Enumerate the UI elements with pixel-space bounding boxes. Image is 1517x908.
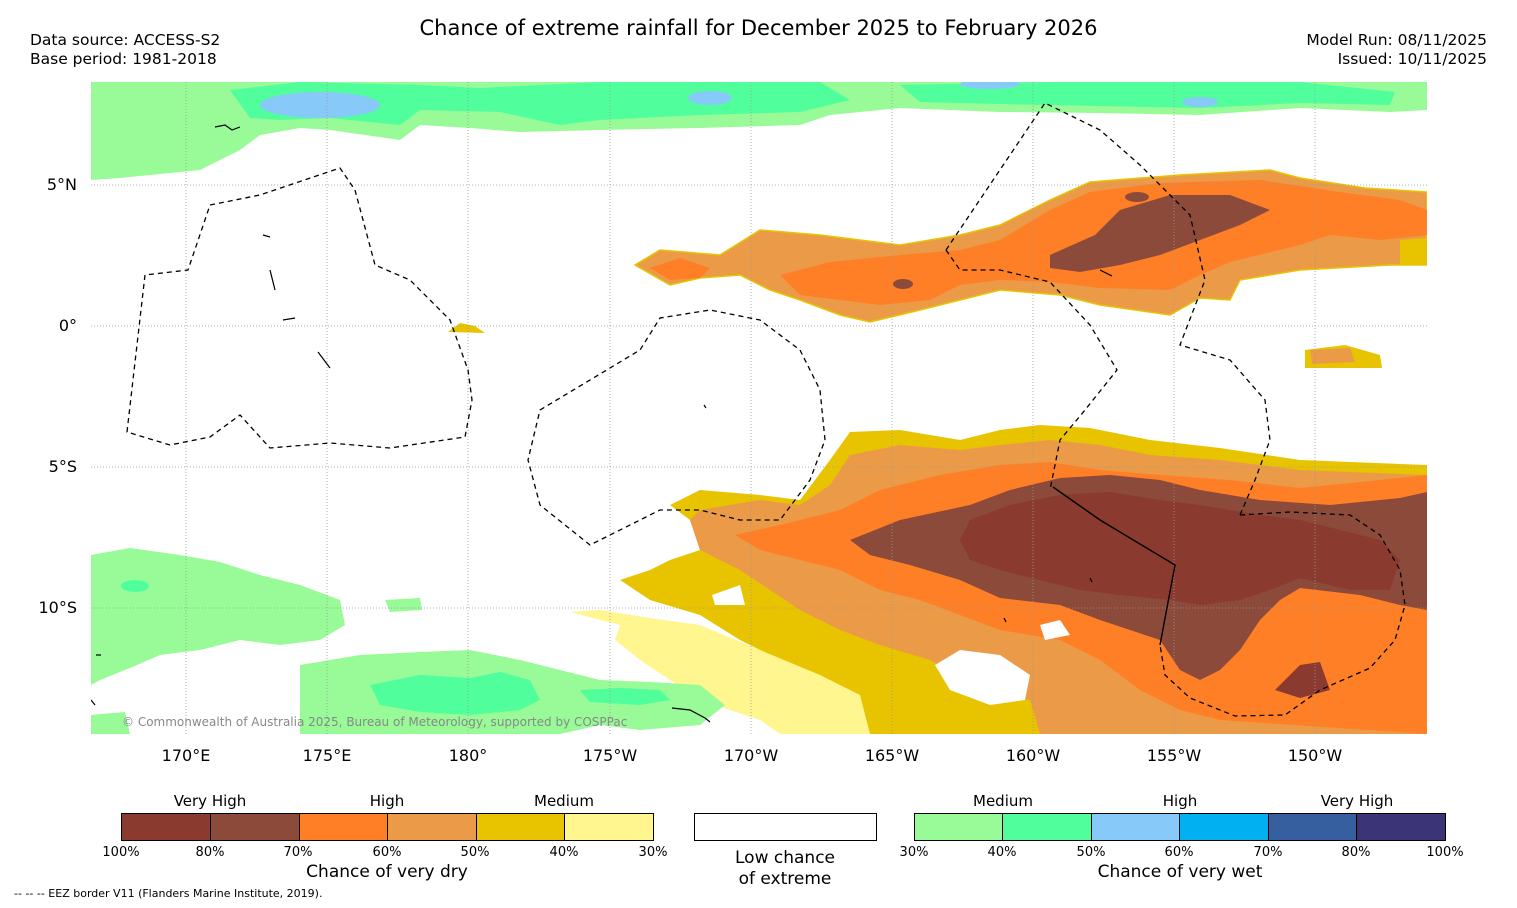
southwest-wet-corner: [91, 712, 130, 734]
lon-label-170e: 170°E: [161, 746, 211, 765]
lon-label-175w: 175°W: [582, 746, 638, 765]
dry-heading-high: High: [369, 792, 405, 810]
south-white-hole-1: [935, 650, 1030, 705]
wet-heading-medium: Medium: [973, 792, 1033, 810]
base-period-text: Base period: 1981-2018: [30, 50, 217, 68]
wet-pct-100: 100%: [1426, 845, 1464, 860]
lat-label-10s: 10°S: [38, 598, 77, 617]
wet-pct-80: 80%: [1341, 845, 1371, 860]
copyright-notice: © Commonwealth of Australia 2025, Bureau…: [122, 715, 628, 729]
southwest-wet-medium-2: [580, 688, 670, 705]
model-run-info: Model Run: 08/11/2025 Issued: 10/11/2025: [1306, 31, 1487, 69]
map-title: Chance of extreme rainfall for December …: [419, 16, 1098, 40]
lon-label-180: 180°: [448, 746, 488, 765]
neutral-swatch: [694, 813, 877, 841]
south-white-hole-3: [712, 585, 745, 605]
eez-kiribati-line: [945, 102, 1271, 516]
wet-legend-caption: Chance of very wet: [1097, 862, 1263, 882]
eez-solid-border: [1052, 486, 1176, 646]
dry-pct-30: 30%: [638, 845, 668, 860]
lon-label-155w: 155°W: [1146, 746, 1202, 765]
eez-kiribati-gilbert: [126, 167, 473, 449]
north-wet-band-medium: [230, 82, 850, 125]
neutral-caption-line2: of extreme: [738, 869, 832, 889]
south-dry-region-extreme: [960, 492, 1400, 605]
lon-label-150w: 150°W: [1287, 746, 1343, 765]
eez-footnote: -- -- -- EEZ border V11 (Flanders Marine…: [14, 887, 323, 900]
lat-label-5n: 5°N: [46, 175, 77, 194]
model-run-text: Model Run: 08/11/2025: [1306, 31, 1487, 49]
wet-heading-very-high: Very High: [1320, 792, 1394, 810]
southwest-wet-spot: [121, 580, 149, 592]
eez-borders: [126, 102, 1406, 717]
dry-heading-very-high: Very High: [173, 792, 247, 810]
wet-pct-70: 70%: [1253, 845, 1283, 860]
east-yellow-edge: [1400, 238, 1427, 265]
islands: [91, 124, 1113, 723]
north-wet-band-medium-east: [900, 82, 1395, 108]
wet-pct-50: 50%: [1076, 845, 1106, 860]
wet-swatch-70-80: [1268, 813, 1358, 841]
dry-swatch-60-50: [387, 813, 477, 841]
lon-label-170w: 170°W: [723, 746, 779, 765]
wet-swatch-60-70: [1179, 813, 1269, 841]
east-dry-patch-inner: [1310, 348, 1355, 364]
data-source-text: Data source: ACCESS-S2: [30, 31, 221, 49]
neutral-caption-line1: Low chance: [735, 848, 835, 868]
dry-heading-medium: Medium: [534, 792, 594, 810]
dry-legend-caption: Chance of very dry: [306, 862, 468, 882]
dry-swatch-80-70: [210, 813, 300, 841]
dry-swatch-50-40: [476, 813, 566, 841]
lon-label-165w: 165°W: [864, 746, 920, 765]
southwest-wet-medium: [370, 672, 540, 715]
lon-label-160w: 160°W: [1005, 746, 1061, 765]
wet-pct-60: 60%: [1164, 845, 1194, 860]
wet-swatch-50-60: [1091, 813, 1181, 841]
southwest-wet-small: [385, 598, 422, 612]
north-wet-patch-high-2: [688, 91, 732, 105]
dry-swatch-70-60: [299, 813, 389, 841]
dry-swatch-100-80: [121, 813, 211, 841]
eez-kiribati-phoenix: [527, 309, 826, 546]
wet-swatch-40-50: [1002, 813, 1092, 841]
issued-text: Issued: 10/11/2025: [1337, 50, 1487, 68]
south-dry-region-medium-pale: [570, 610, 870, 734]
north-wet-patch-high-4: [960, 82, 1020, 89]
southwest-wet-region-light: [91, 548, 345, 685]
south-dry-spot-extreme: [1275, 662, 1330, 698]
wet-heading-high: High: [1162, 792, 1198, 810]
dry-pct-50: 50%: [460, 845, 490, 860]
dry-pct-40: 40%: [549, 845, 579, 860]
wet-swatch-80-100: [1356, 813, 1446, 841]
eez-kiribati-line-south: [945, 249, 1118, 491]
dry-pct-80: 80%: [195, 845, 225, 860]
wet-pct-30: 30%: [899, 845, 929, 860]
north-dry-spot: [893, 279, 913, 289]
north-wet-patch-high-3: [1182, 97, 1218, 107]
graticule: [91, 82, 1427, 734]
south-white-hole-2: [1040, 620, 1070, 640]
north-dry-spot-2: [1125, 192, 1149, 202]
dry-pct-60: 60%: [372, 845, 402, 860]
north-wet-patch-high: [260, 92, 380, 118]
lat-label-equator: 0°: [58, 316, 77, 335]
wet-swatch-30-40: [914, 813, 1004, 841]
dry-swatch-40-30: [564, 813, 654, 841]
wet-pct-40: 40%: [987, 845, 1017, 860]
dry-pct-70: 70%: [283, 845, 313, 860]
lon-label-175e: 175°E: [302, 746, 352, 765]
dry-pct-100: 100%: [102, 845, 140, 860]
equator-dry-spot-west: [448, 323, 485, 333]
data-source-info: Data source: ACCESS-S2 Base period: 1981…: [30, 31, 220, 69]
north-dry-band-very-high: [1050, 195, 1270, 272]
lat-label-5s: 5°S: [48, 457, 77, 476]
